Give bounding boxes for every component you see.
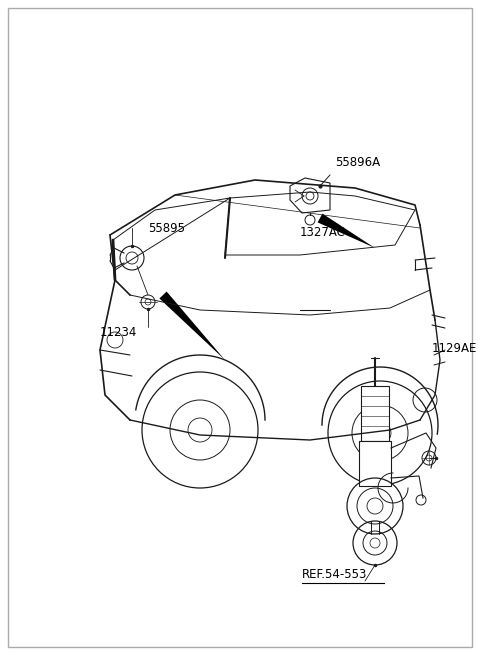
Text: 55896A: 55896A: [335, 155, 380, 168]
Polygon shape: [290, 178, 330, 213]
Bar: [359, 441, 391, 486]
Polygon shape: [159, 291, 225, 360]
Text: 11234: 11234: [100, 326, 137, 339]
Polygon shape: [318, 214, 375, 248]
Text: REF.54-553: REF.54-553: [302, 569, 367, 582]
Text: 55895: 55895: [148, 221, 185, 234]
Text: 1327AC: 1327AC: [300, 225, 346, 238]
Text: 1129AE: 1129AE: [432, 341, 478, 354]
Bar: [361, 386, 389, 441]
